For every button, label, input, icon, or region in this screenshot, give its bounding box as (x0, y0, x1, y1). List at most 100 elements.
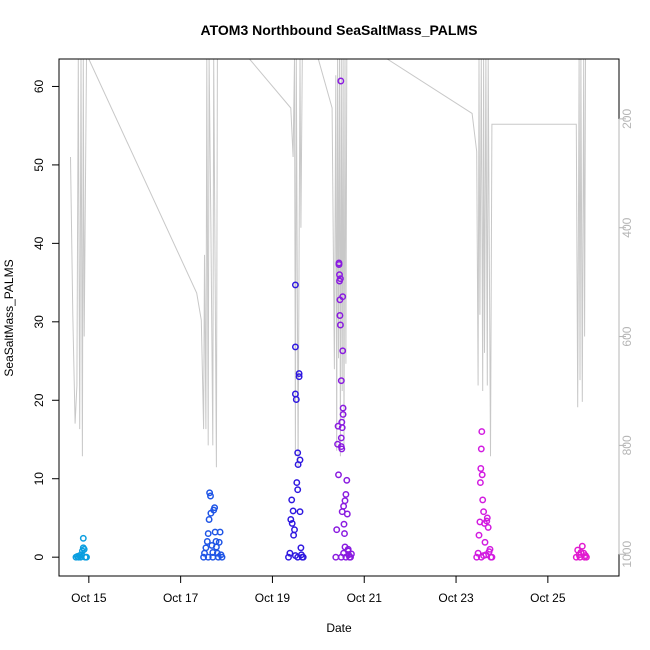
data-point (339, 410, 347, 418)
chart-title: ATOM3 Northbound SeaSaltMass_PALMS (201, 22, 478, 38)
data-point (83, 553, 90, 561)
data-point (202, 544, 210, 552)
data-point (79, 534, 87, 542)
data-point (287, 516, 295, 523)
data-points-layer (72, 77, 590, 561)
data-point (338, 424, 346, 432)
x-tick-label: Oct 19 (255, 591, 291, 605)
data-point (290, 531, 298, 539)
y-right-tick-label: 200 (620, 109, 634, 129)
data-point (294, 449, 302, 457)
data-point (209, 549, 217, 556)
data-point (294, 553, 302, 561)
data-point (333, 526, 341, 534)
y-right-tick-label: 400 (620, 217, 634, 237)
data-point (483, 514, 491, 522)
data-point (291, 526, 298, 534)
data-point (335, 471, 342, 479)
data-point (340, 520, 348, 528)
x-tick-label: Oct 25 (530, 591, 566, 605)
data-point (336, 312, 344, 319)
data-point (337, 434, 345, 442)
data-point (484, 523, 492, 531)
data-point (218, 553, 226, 561)
data-point (337, 377, 345, 385)
y-tick-label: 10 (32, 472, 46, 486)
data-point (339, 404, 347, 412)
data-point (340, 502, 348, 510)
data-point (204, 553, 212, 561)
data-point (297, 544, 305, 552)
data-point (476, 479, 484, 487)
y-tick-label: 0 (32, 554, 46, 561)
data-point (291, 281, 299, 289)
y-axis-label: SeaSaltMass_PALMS (2, 259, 16, 376)
data-point (582, 553, 590, 561)
data-point (473, 553, 481, 561)
data-point (204, 530, 212, 538)
y-axis-right: 200 400 600 800 1000 (618, 109, 634, 568)
data-point (216, 528, 224, 536)
data-point (342, 490, 350, 498)
data-point (479, 496, 487, 504)
x-axis-label: Date (326, 621, 352, 635)
data-point (334, 422, 342, 430)
data-point (294, 486, 302, 494)
x-tick-label: Oct 15 (71, 591, 107, 605)
x-tick-label: Oct 21 (347, 591, 383, 605)
data-point (289, 507, 297, 515)
data-point (211, 504, 219, 512)
data-point (338, 445, 346, 453)
data-point (336, 275, 344, 283)
data-point (341, 543, 349, 551)
data-point (203, 538, 211, 545)
x-tick-label: Oct 23 (438, 591, 474, 605)
data-point (288, 496, 296, 504)
data-point (478, 428, 486, 436)
data-point (200, 553, 208, 561)
y-axis-left: 0 10 20 30 40 50 60 (32, 79, 60, 561)
data-point (480, 552, 488, 560)
x-tick-label: Oct 17 (163, 591, 199, 605)
y-tick-label: 20 (32, 393, 46, 407)
data-point (481, 538, 489, 546)
data-point (347, 553, 354, 561)
y-right-tick-label: 800 (620, 435, 634, 455)
data-point (477, 445, 485, 453)
data-point (80, 545, 88, 553)
y-tick-label: 60 (32, 79, 46, 93)
data-point (285, 553, 292, 561)
data-point (341, 530, 348, 538)
data-point (207, 492, 214, 500)
y-right-tick-label: 600 (620, 326, 634, 346)
data-point (339, 347, 347, 355)
data-point (337, 77, 345, 85)
data-point (578, 542, 586, 550)
data-point (341, 497, 349, 505)
y-tick-label: 40 (32, 236, 46, 250)
data-point (477, 465, 485, 472)
data-point (293, 479, 301, 487)
data-point (292, 396, 300, 403)
data-point (296, 508, 304, 516)
data-point (296, 456, 304, 464)
data-point (483, 517, 491, 525)
data-point (288, 519, 296, 527)
data-point (474, 549, 482, 557)
data-point (206, 489, 214, 497)
data-point (480, 508, 488, 516)
data-point (343, 510, 351, 518)
data-point (332, 553, 340, 561)
y-tick-label: 50 (32, 158, 46, 172)
data-point (205, 516, 213, 523)
altitude-track-layer (70, 58, 586, 468)
data-point (335, 259, 343, 267)
x-axis: Oct 15 Oct 17 Oct 19 Oct 21 Oct 23 Oct 25 (71, 575, 566, 605)
y-tick-label: 30 (32, 315, 46, 329)
data-point (478, 471, 486, 479)
data-point (286, 549, 294, 557)
altitude-line (70, 58, 586, 468)
y-right-tick-label: 1000 (620, 541, 634, 568)
data-point (295, 373, 303, 381)
